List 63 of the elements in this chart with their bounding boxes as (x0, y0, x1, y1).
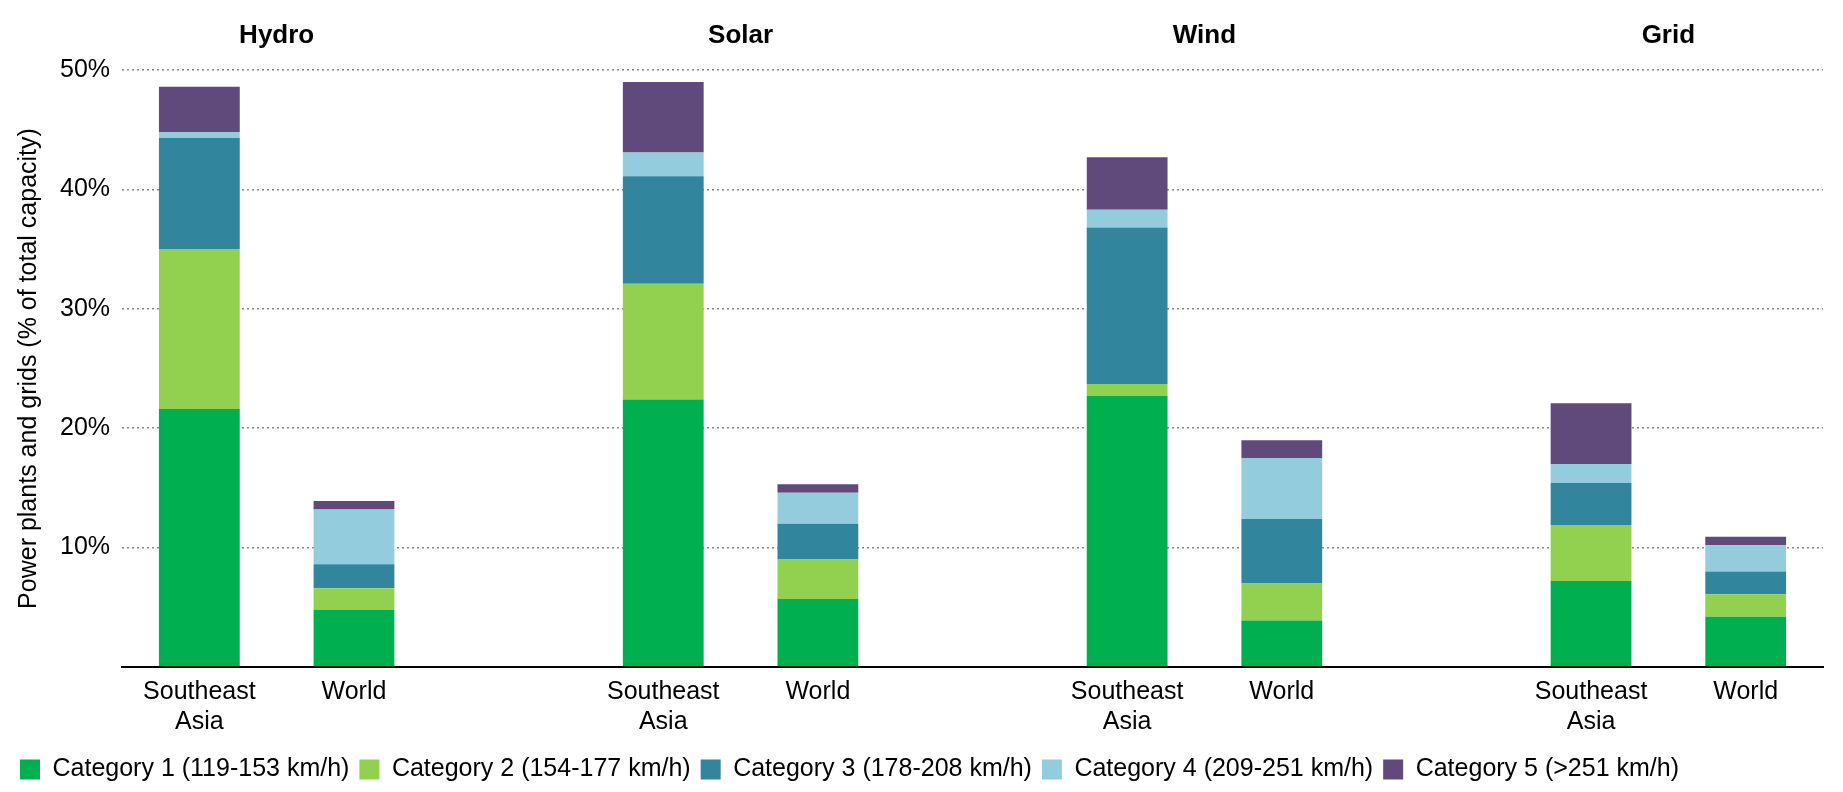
bar (1550, 464, 1632, 484)
bar (622, 176, 704, 284)
bar (1241, 458, 1323, 519)
bar (1086, 384, 1168, 396)
bar (1241, 620, 1323, 667)
bar (1241, 440, 1323, 459)
legend-label: Category 2 (154-177 km/h) (391, 753, 691, 782)
bar (158, 138, 240, 250)
bar (1550, 483, 1632, 525)
x-tick-label: Southeast Asia (1534, 675, 1648, 734)
legend-label: Category 4 (209-251 km/h) (1074, 753, 1374, 782)
y-axis-title: Power plants and grids (% of total capacity) (12, 128, 41, 609)
bar (1086, 157, 1168, 210)
y-tick-label: 10% (59, 531, 111, 560)
bar (1705, 536, 1787, 546)
bar (313, 509, 395, 565)
text: Solar (708, 19, 774, 50)
y-tick-label: 50% (59, 53, 111, 82)
x-tick-label: World (321, 675, 387, 704)
bar (158, 132, 240, 139)
bar (158, 249, 240, 410)
bar (622, 283, 704, 400)
bar (1086, 209, 1168, 228)
text: Grid (1641, 19, 1696, 50)
bar (158, 86, 240, 133)
bar (1705, 571, 1787, 595)
text: Hydro (239, 19, 315, 50)
bar (1550, 403, 1632, 465)
bar (777, 523, 859, 560)
bar (622, 152, 704, 177)
x-tick-label: Southeast Asia (606, 675, 720, 734)
bar (777, 598, 859, 667)
bar (1550, 581, 1632, 667)
x-tick-label: World (785, 675, 851, 704)
x-tick-label: Southeast Asia (1070, 675, 1184, 734)
y-tick-label: 30% (59, 292, 111, 321)
text: Wind (1172, 19, 1237, 50)
bar (777, 559, 859, 599)
y-tick-label: 20% (59, 412, 111, 441)
legend-label: Category 3 (178-208 km/h) (733, 753, 1032, 782)
legend-label: Category 1 (119-153 km/h) (52, 753, 350, 782)
bar (1086, 227, 1168, 385)
bar (313, 609, 395, 667)
bar (1705, 594, 1787, 617)
bar (777, 492, 859, 524)
bar (622, 81, 704, 153)
bar (313, 564, 395, 589)
bar (313, 588, 395, 610)
bar (1241, 518, 1323, 584)
bar (1241, 583, 1323, 621)
bar (313, 501, 395, 510)
legend-label: Category 5 (>251 km/h) (1415, 753, 1679, 782)
bar (1705, 616, 1787, 667)
x-tick-label: World (1713, 675, 1779, 704)
bar (1550, 524, 1632, 582)
bar (158, 409, 240, 667)
bar (622, 399, 704, 667)
bar (1086, 395, 1168, 667)
bar (777, 484, 859, 493)
y-tick-label: 40% (59, 173, 111, 202)
x-tick-label: World (1249, 675, 1315, 704)
x-tick-label: Southeast Asia (143, 675, 256, 734)
bar (1705, 545, 1787, 572)
